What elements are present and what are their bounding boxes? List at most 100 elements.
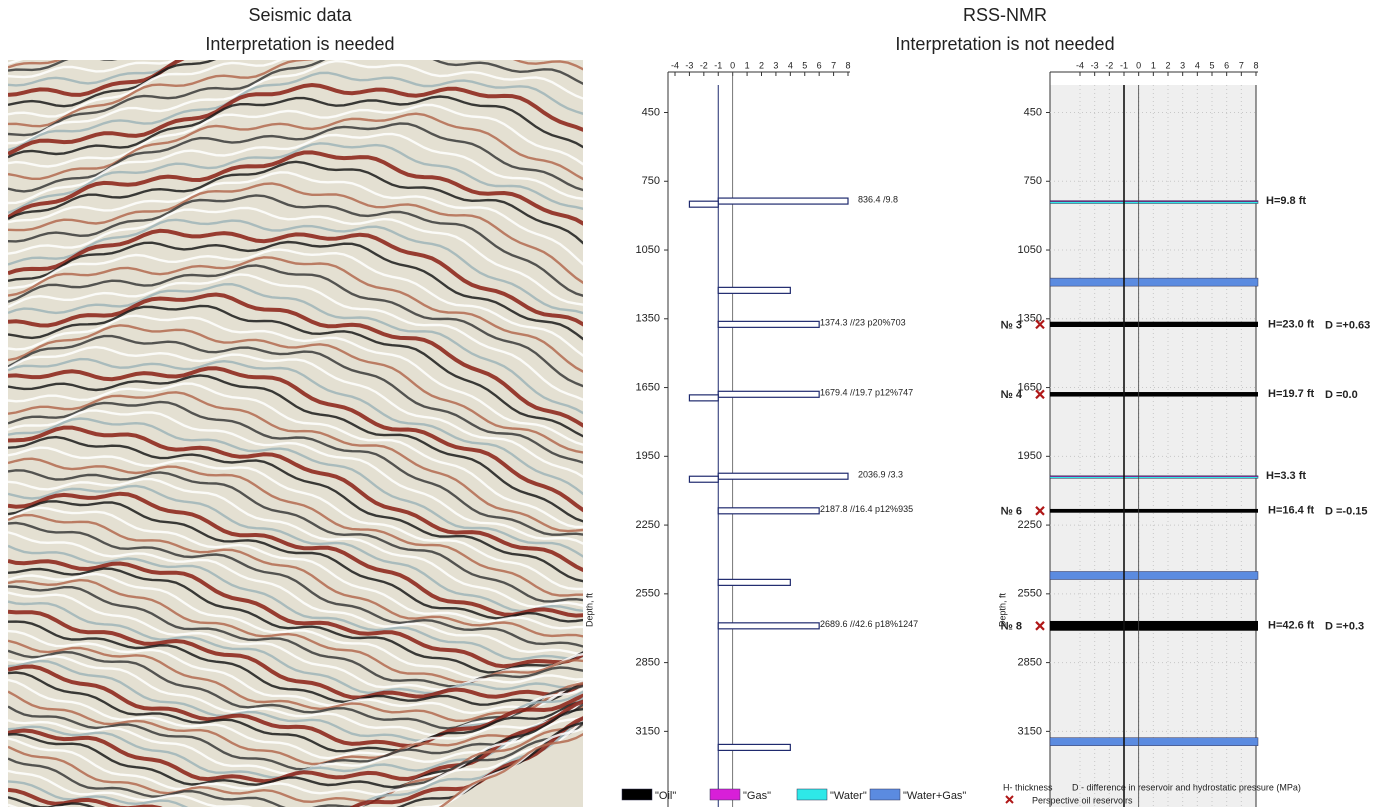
x-tick-label: 1 [745,60,750,70]
x-tick-label: 6 [1224,60,1229,70]
x-tick-label: 8 [1253,60,1258,70]
pressure-label: D =-0.15 [1325,506,1368,518]
y-tick-label: 450 [642,106,660,118]
reservoir-layer [1050,392,1258,397]
bar-label: 2689.6 //42.6 p18%1247 [820,619,918,629]
y-tick-label: 2850 [1018,657,1042,669]
log-bar [718,579,790,585]
bar-label: 1374.3 //23 p20%703 [820,318,906,328]
reservoir-layer [1050,278,1258,286]
legend-label: "Water" [830,790,867,802]
legend-swatch [710,789,740,800]
note: D - difference in reservoir and hydrosta… [1072,782,1301,792]
thickness-label: H=3.3 ft [1266,470,1306,482]
reservoir-layer [1050,202,1258,204]
log-bar [689,201,718,207]
subheading: Interpretation is needed [205,34,394,54]
x-tick-label: -4 [671,60,679,70]
thickness-label: H=23.0 ft [1268,318,1314,330]
y-tick-label: 2550 [636,588,660,600]
x-tick-label: 2 [1165,60,1170,70]
y-tick-label: 450 [1024,106,1042,118]
thickness-label: H=9.8 ft [1266,195,1306,207]
note-marker [1006,796,1013,803]
y-tick-label: 750 [642,175,660,187]
heading: Seismic data [248,5,352,25]
x-tick-label: -1 [1120,60,1128,70]
legend-swatch [870,789,900,800]
well-label: № 3 [1001,319,1022,331]
x-tick-label: -2 [1105,60,1113,70]
well-label: № 4 [1001,389,1023,401]
y-tick-label: 2250 [636,519,660,531]
y-tick-label: 2250 [1018,519,1042,531]
x-tick-label: 1 [1151,60,1156,70]
y-tick-label: 1050 [1018,244,1042,256]
figure: Seismic data Interpretation is needed RS… [0,0,1394,807]
pressure-label: D =+0.63 [1325,319,1370,331]
legend-label: "Oil" [655,790,676,802]
y-tick-label: 1050 [636,244,660,256]
legend-swatch [622,789,652,800]
legend-label: "Gas" [743,790,771,802]
x-tick-label: 0 [1136,60,1141,70]
y-tick-label: 2550 [1018,588,1042,600]
reservoir-marker [1036,622,1044,630]
log-bar [718,321,819,327]
well-label: № 8 [1001,621,1022,633]
well-label: № 6 [1001,506,1022,518]
x-tick-label: 6 [817,60,822,70]
x-tick-label: 4 [788,60,793,70]
x-tick-label: 7 [831,60,836,70]
heading: RSS-NMR [963,5,1047,25]
x-tick-label: -4 [1076,60,1084,70]
x-tick-label: 4 [1195,60,1200,70]
y-tick-label: 3150 [1018,725,1042,737]
x-tick-label: 8 [845,60,850,70]
reservoir-marker [1036,507,1044,515]
reservoir-layer [1050,476,1258,477]
reservoir-layer [1050,738,1258,746]
reservoir-layer [1050,621,1258,631]
log-bar [718,391,819,397]
x-tick-label: 7 [1239,60,1244,70]
pressure-label: D =+0.3 [1325,621,1364,633]
y-tick-label: 3150 [636,725,660,737]
x-tick-label: -3 [685,60,693,70]
y-axis-label: Depth, ft [584,592,594,627]
thickness-label: H=16.4 ft [1268,505,1314,517]
x-tick-label: 0 [730,60,735,70]
log-bar [718,198,848,204]
log-bar [689,476,718,482]
log-bar [689,395,718,401]
bar-label: 836.4 /9.8 [858,194,898,204]
reservoir-layer [1050,201,1258,202]
x-tick-label: 2 [759,60,764,70]
x-tick-label: -2 [700,60,708,70]
bar-label: 2187.8 //16.4 p12%935 [820,504,913,514]
x-tick-label: 5 [802,60,807,70]
reservoir-layer [1050,571,1258,579]
y-tick-label: 1650 [636,381,660,393]
bar-label: 2036.9 /3.3 [858,470,903,480]
legend-label: "Water+Gas" [903,790,966,802]
log-bar [718,623,819,629]
x-tick-label: 5 [1209,60,1214,70]
log-bar [718,744,790,750]
y-tick-label: 2850 [636,657,660,669]
y-tick-label: 1350 [636,313,660,325]
log-bar [718,473,848,479]
x-tick-label: 3 [773,60,778,70]
x-tick-label: 3 [1180,60,1185,70]
reservoir-layer [1050,509,1258,513]
reservoir-layer [1050,322,1258,327]
log-bar [718,287,790,293]
thickness-label: H=19.7 ft [1268,388,1314,400]
seismic-image [8,0,584,807]
subheading: Interpretation is not needed [895,34,1114,54]
bar-label: 1679.4 //19.7 p12%747 [820,388,913,398]
y-tick-label: 750 [1024,175,1042,187]
thickness-label: H=42.6 ft [1268,620,1314,632]
x-tick-label: -3 [1091,60,1099,70]
pressure-label: D =0.0 [1325,389,1358,401]
